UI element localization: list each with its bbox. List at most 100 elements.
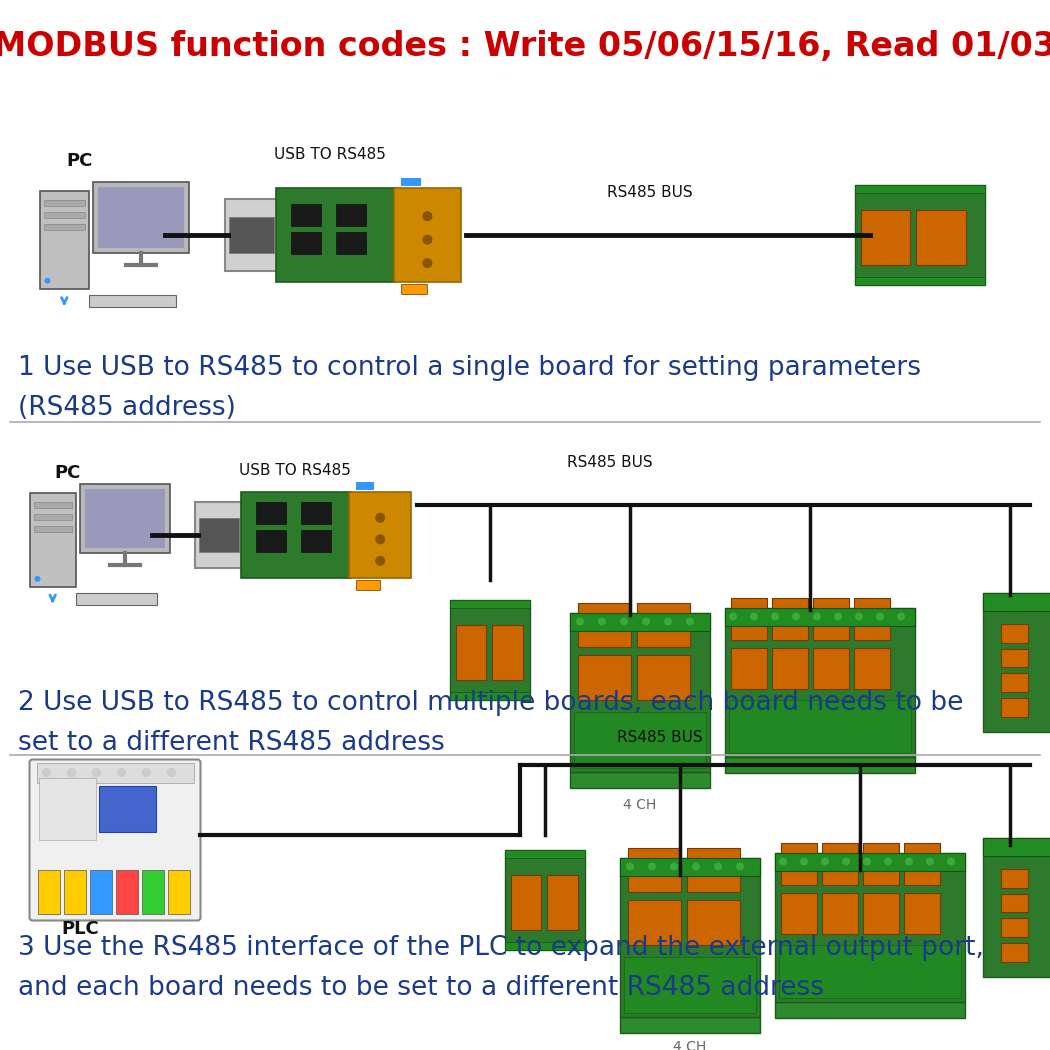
Circle shape <box>168 769 175 777</box>
Bar <box>724 756 915 773</box>
Bar <box>813 648 849 690</box>
Bar <box>505 850 585 950</box>
Bar <box>225 198 278 271</box>
Bar <box>276 188 396 281</box>
Text: USB TO RS485: USB TO RS485 <box>239 463 351 478</box>
Bar <box>291 232 321 254</box>
Bar <box>1001 624 1028 643</box>
Bar <box>578 603 631 648</box>
Circle shape <box>821 858 830 865</box>
Text: (RS485 address): (RS485 address) <box>18 395 236 421</box>
Bar <box>200 519 239 551</box>
Text: and each board needs to be set to a different RS485 address: and each board needs to be set to a diff… <box>18 975 824 1001</box>
Circle shape <box>422 235 433 245</box>
Circle shape <box>834 612 842 621</box>
Bar <box>917 210 966 265</box>
Bar <box>356 482 374 490</box>
Bar <box>570 612 710 772</box>
Bar <box>863 892 899 934</box>
Bar <box>1001 673 1028 692</box>
Bar <box>863 843 899 885</box>
Circle shape <box>750 612 758 621</box>
Bar <box>29 494 76 587</box>
Bar <box>350 491 411 579</box>
Bar <box>450 692 530 700</box>
Bar <box>620 1016 760 1032</box>
Bar <box>336 204 365 226</box>
Circle shape <box>422 258 433 268</box>
Bar <box>775 853 965 870</box>
Bar <box>256 530 287 552</box>
Bar <box>570 772 710 788</box>
Bar <box>624 957 756 1012</box>
Circle shape <box>779 858 788 865</box>
Bar <box>38 870 60 914</box>
Bar <box>547 875 578 930</box>
Circle shape <box>905 858 914 865</box>
Circle shape <box>792 612 800 621</box>
Text: RS485 BUS: RS485 BUS <box>607 185 693 200</box>
Circle shape <box>800 858 808 865</box>
Bar <box>34 514 71 520</box>
Bar <box>229 217 274 253</box>
Bar <box>168 870 189 914</box>
Circle shape <box>648 862 656 870</box>
Text: 3 Use the RS485 interface of the PLC to expand the external output port,: 3 Use the RS485 interface of the PLC to … <box>18 934 984 961</box>
Bar <box>450 600 530 608</box>
Circle shape <box>626 862 634 870</box>
Bar <box>505 942 585 950</box>
Bar <box>301 502 332 524</box>
Circle shape <box>92 769 101 777</box>
Bar <box>356 580 380 590</box>
Circle shape <box>884 858 892 865</box>
Circle shape <box>67 769 76 777</box>
Bar <box>450 600 530 700</box>
Bar <box>687 848 740 892</box>
Bar <box>142 870 164 914</box>
Bar <box>43 225 85 230</box>
Bar <box>570 612 710 630</box>
Text: 2 Use USB to RS485 to control multiple boards, each board needs to be: 2 Use USB to RS485 to control multiple b… <box>18 690 964 716</box>
Text: RS485 BUS: RS485 BUS <box>617 730 702 746</box>
Bar <box>34 526 71 532</box>
Bar <box>89 870 111 914</box>
Circle shape <box>670 862 678 870</box>
Text: 4 CH: 4 CH <box>673 1040 707 1050</box>
Bar <box>731 648 768 690</box>
Bar <box>43 201 85 206</box>
Circle shape <box>729 612 737 621</box>
Bar <box>772 598 808 639</box>
Text: USB TO RS485: USB TO RS485 <box>274 147 386 162</box>
Circle shape <box>642 617 650 626</box>
Circle shape <box>44 278 50 284</box>
Bar <box>904 892 941 934</box>
Bar <box>394 188 461 281</box>
Bar <box>855 648 890 690</box>
Circle shape <box>714 862 722 870</box>
Bar <box>456 625 486 680</box>
Bar <box>80 484 170 552</box>
Bar <box>724 608 915 626</box>
Circle shape <box>692 862 700 870</box>
Bar <box>242 491 352 579</box>
Bar <box>492 625 523 680</box>
Bar <box>1001 869 1028 887</box>
Text: PC: PC <box>67 152 93 170</box>
Polygon shape <box>983 838 1050 977</box>
Bar <box>731 598 768 639</box>
Bar <box>855 185 985 193</box>
Bar <box>43 212 85 218</box>
Circle shape <box>42 769 50 777</box>
Bar <box>822 843 858 885</box>
Text: MODBUS function codes : Write 05/06/15/16, Read 01/03: MODBUS function codes : Write 05/06/15/1… <box>0 30 1050 63</box>
Bar <box>637 603 691 648</box>
Text: PC: PC <box>55 464 81 482</box>
Circle shape <box>686 617 694 626</box>
Circle shape <box>35 575 41 582</box>
Polygon shape <box>983 592 1050 732</box>
Bar <box>861 210 910 265</box>
Bar <box>76 593 156 605</box>
Bar <box>687 901 740 945</box>
Bar <box>511 875 542 930</box>
Bar <box>983 838 1050 856</box>
